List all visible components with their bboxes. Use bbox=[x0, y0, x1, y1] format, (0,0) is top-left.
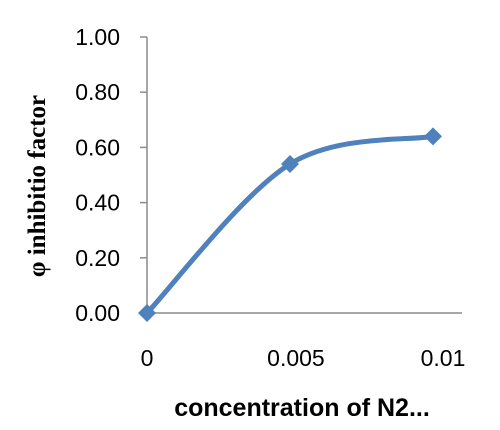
data-point-marker bbox=[138, 304, 156, 322]
x-tick-label: 0 bbox=[141, 345, 154, 371]
x-tick-label: 0.01 bbox=[421, 345, 466, 371]
x-tick-label: 0.005 bbox=[267, 345, 325, 371]
axes-layer bbox=[140, 36, 462, 314]
y-tick-label: 0.80 bbox=[75, 79, 120, 105]
y-tick-label: 0.40 bbox=[75, 190, 120, 216]
y-tick-labels: 0.00 0.20 0.40 0.60 0.80 1.00 bbox=[75, 24, 120, 326]
x-tick-labels: 0 0.005 0.01 bbox=[141, 345, 466, 371]
y-tick-label: 0.20 bbox=[75, 245, 120, 271]
y-tick-label: 1.00 bbox=[75, 24, 120, 50]
x-axis-title: concentration of N2... bbox=[174, 394, 430, 422]
y-tick-label: 0.60 bbox=[75, 134, 120, 160]
y-tick-label: 0.00 bbox=[75, 300, 120, 326]
y-axis-title: φ inhibitio factor bbox=[24, 95, 51, 277]
data-point-marker bbox=[281, 154, 299, 173]
data-point-marker bbox=[424, 127, 442, 146]
marker-layer bbox=[138, 127, 442, 322]
